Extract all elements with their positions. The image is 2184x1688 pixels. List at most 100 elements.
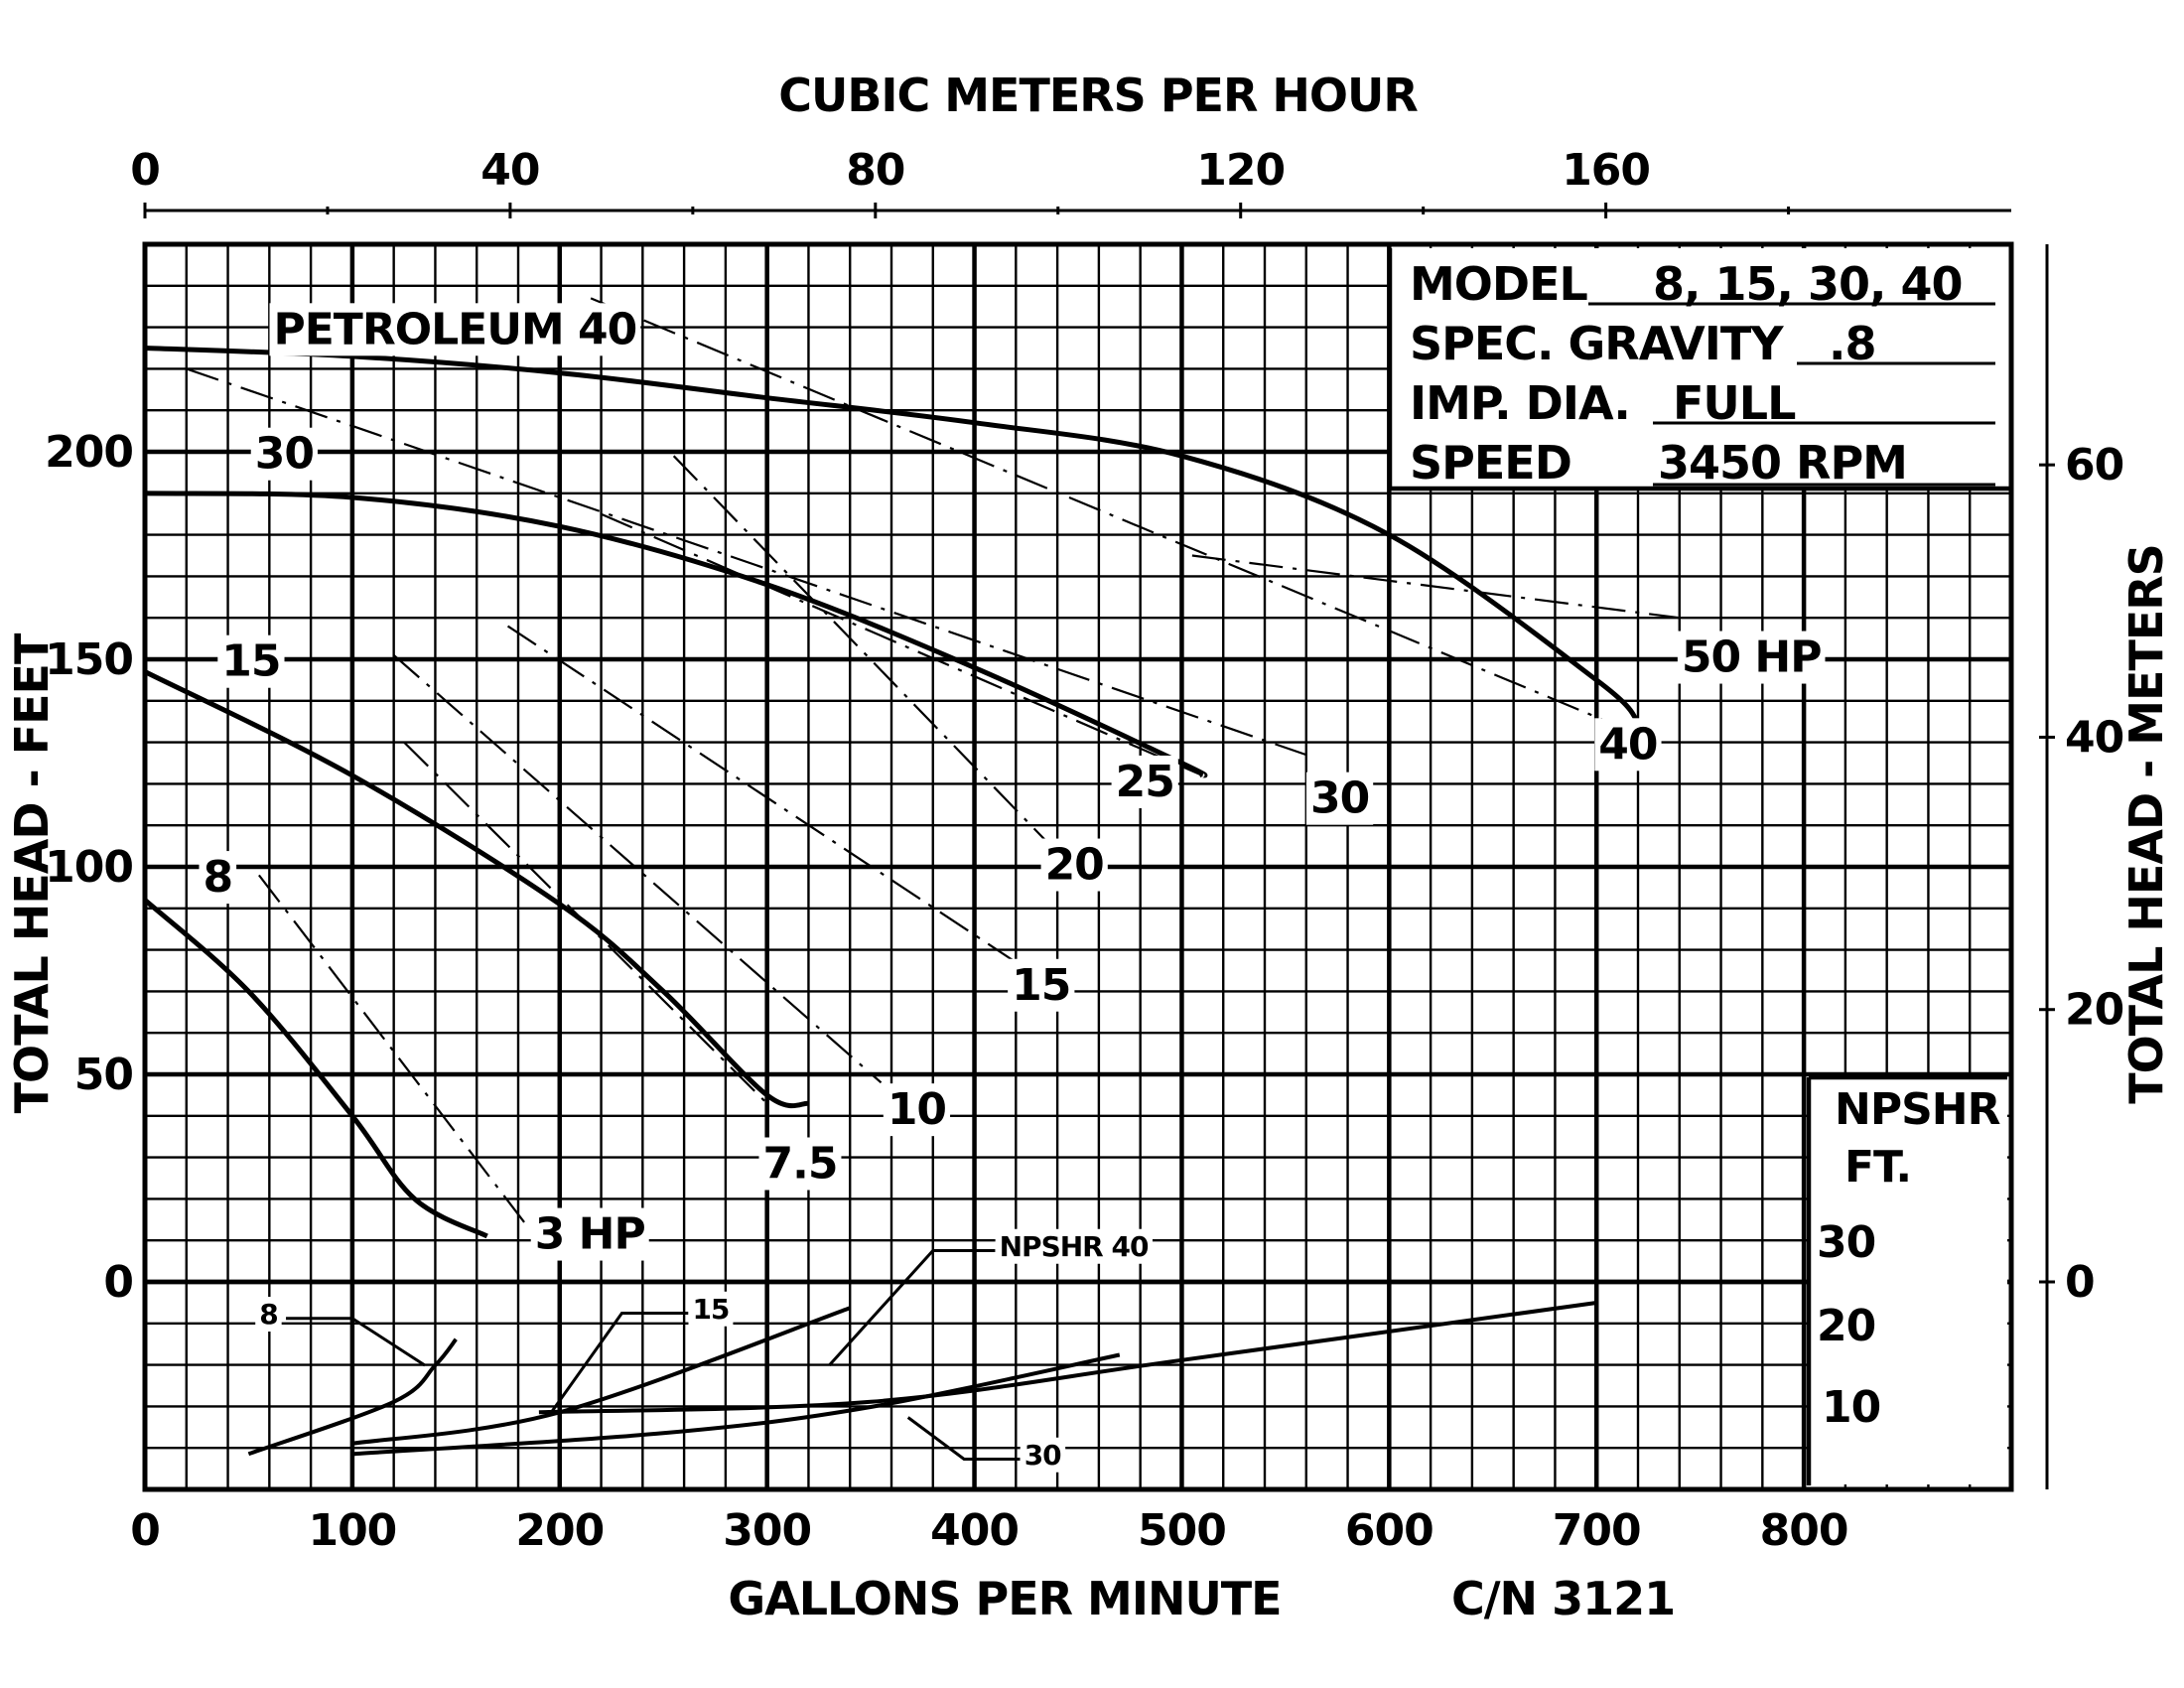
hp-label-background — [1305, 772, 1374, 825]
npshr-label: 30 — [1024, 1439, 1061, 1472]
head-curve-label-background — [199, 851, 237, 905]
catalog-number: C/N 3121 — [1451, 1572, 1675, 1625]
gravity-label: SPEC. GRAVITY — [1410, 317, 1784, 370]
model-info-background — [1390, 248, 2011, 489]
npshr-curves — [247, 1301, 1597, 1457]
bottom-axis-ticks: 0 100 200 300 400 500 600 700 800 — [130, 1505, 1848, 1556]
left-axis-tick-label: 50 — [74, 1050, 133, 1100]
model-value: 8, 15, 30, 40 — [1653, 257, 1963, 311]
bottom-axis-tick-label: 700 — [1553, 1505, 1641, 1556]
right-axis: 0 20 40 60 TOTAL HEAD - METERS — [2039, 244, 2173, 1489]
head-curve-label: 30 — [255, 429, 314, 480]
npshr-tick-label: 30 — [1817, 1217, 1875, 1268]
hp-label-background — [1111, 755, 1178, 808]
head-curve-label-background — [269, 303, 641, 356]
npshr-curve-npshr-40 — [538, 1301, 1597, 1415]
npshr-axis-background — [1809, 1077, 2007, 1484]
hp-line-40 — [590, 297, 1618, 727]
top-axis-tick-label: 40 — [480, 145, 539, 196]
hp-label-background — [758, 1137, 842, 1191]
npshr-leader-8 — [286, 1317, 426, 1367]
npshr-axis-title-line2: FT. — [1844, 1142, 1911, 1193]
hp-label: 20 — [1045, 840, 1104, 891]
top-axis-title: CUBIC METERS PER HOUR — [778, 69, 1418, 122]
head-curve-label: PETROLEUM 40 — [274, 304, 637, 354]
hp-label: 3 HP — [535, 1209, 645, 1260]
npshr-label: 15 — [692, 1293, 729, 1326]
impeller-value: FULL — [1673, 376, 1796, 430]
hp-line-20 — [672, 455, 1048, 843]
hp-line-15 — [506, 625, 1017, 964]
left-axis-ticks: 0 50 100 150 200 — [45, 427, 134, 1308]
right-axis-tick-label: 20 — [2065, 985, 2123, 1036]
right-axis-ticks: 0 20 40 60 — [2039, 440, 2124, 1308]
hp-label: 15 — [1012, 960, 1070, 1011]
speed-value: 3450 RPM — [1658, 436, 1907, 490]
bottom-axis-tick-label: 600 — [1345, 1505, 1433, 1556]
npshr-tick-label: 10 — [1822, 1382, 1880, 1433]
hp-line-3-hp — [258, 874, 530, 1229]
hp-label-background — [1008, 958, 1075, 1012]
head-curve-30 — [144, 491, 1208, 778]
npshr-leader-30 — [906, 1416, 1021, 1461]
left-axis-tick-label: 200 — [45, 427, 133, 478]
npshr-curve-8 — [247, 1337, 458, 1457]
hp-line-30 — [186, 367, 1307, 757]
npshr-leader-40 — [828, 1249, 996, 1367]
right-axis-tick-label: 0 — [2065, 1257, 2095, 1308]
plot-frame — [142, 241, 2014, 1492]
hp-label-background — [883, 1083, 951, 1137]
npshr-curve-30 — [351, 1352, 1121, 1457]
top-axis-ticks: 0 40 80 120 160 — [130, 145, 1791, 218]
left-axis-tick-label: 0 — [103, 1257, 133, 1308]
hp-label: 40 — [1598, 719, 1657, 770]
npshr-label: NPSHR 40 — [1000, 1230, 1149, 1263]
npshr-axis: NPSHR FT. 30 20 10 — [1806, 1074, 2007, 1485]
head-curve-15 — [143, 669, 809, 1109]
hp-label-background — [1677, 631, 1826, 684]
hp-line-50-hp — [1191, 554, 1680, 620]
head-curve-label-background — [250, 427, 318, 481]
model-info-box: MODEL 8, 15, 30, 40 SPEC. GRAVITY .8 IMP… — [1387, 248, 2011, 492]
top-axis-tick-label: 160 — [1562, 145, 1650, 196]
head-curve-label-background — [217, 634, 285, 688]
hp-label: 50 HP — [1682, 633, 1822, 683]
bottom-axis-title: GALLONS PER MINUTE — [728, 1572, 1281, 1625]
top-axis-tick-label: 80 — [846, 145, 904, 196]
head-curves — [143, 346, 1640, 1239]
npshr-tick-label: 20 — [1817, 1301, 1875, 1351]
left-axis-title: TOTAL HEAD - FEET — [5, 633, 59, 1113]
head-curve-label: 15 — [221, 636, 280, 687]
left-axis-tick-label: 100 — [45, 842, 133, 893]
top-axis-tick-label: 0 — [130, 145, 160, 196]
npshr-label-background — [688, 1291, 734, 1327]
right-axis-title: TOTAL HEAD - METERS — [2119, 544, 2173, 1104]
npshr-label: 8 — [259, 1298, 277, 1331]
impeller-label: IMP. DIA. — [1410, 376, 1630, 430]
head-curve-label: 8 — [203, 852, 232, 903]
head-curve-petroleum-40 — [144, 346, 1640, 724]
speed-label: SPEED — [1410, 436, 1571, 490]
npshr-label-background — [1020, 1437, 1066, 1473]
left-axis-tick-label: 150 — [45, 634, 133, 685]
bottom-axis-tick-label: 100 — [308, 1505, 396, 1556]
bottom-axis-tick-label: 500 — [1138, 1505, 1226, 1556]
hp-label: 7.5 — [762, 1139, 837, 1190]
bottom-axis-tick-label: 0 — [130, 1505, 160, 1556]
hp-line-10 — [392, 653, 883, 1084]
bottom-axis-tick-label: 300 — [723, 1505, 811, 1556]
top-axis-tick-label: 120 — [1196, 145, 1285, 196]
bottom-axis-tick-label: 200 — [515, 1505, 604, 1556]
npshr-axis-title-line1: NPSHR — [1835, 1084, 2000, 1135]
hp-label-background — [530, 1207, 649, 1261]
hp-label: 25 — [1116, 757, 1174, 807]
right-axis-tick-label: 40 — [2065, 712, 2123, 763]
hp-label-background — [1594, 718, 1662, 772]
gravity-value: .8 — [1829, 317, 1875, 370]
hp-label: 30 — [1310, 774, 1369, 824]
grid — [142, 242, 2014, 1491]
head-curve-8 — [143, 898, 488, 1239]
bottom-axis-tick-label: 800 — [1760, 1505, 1848, 1556]
model-label: MODEL — [1410, 257, 1587, 311]
